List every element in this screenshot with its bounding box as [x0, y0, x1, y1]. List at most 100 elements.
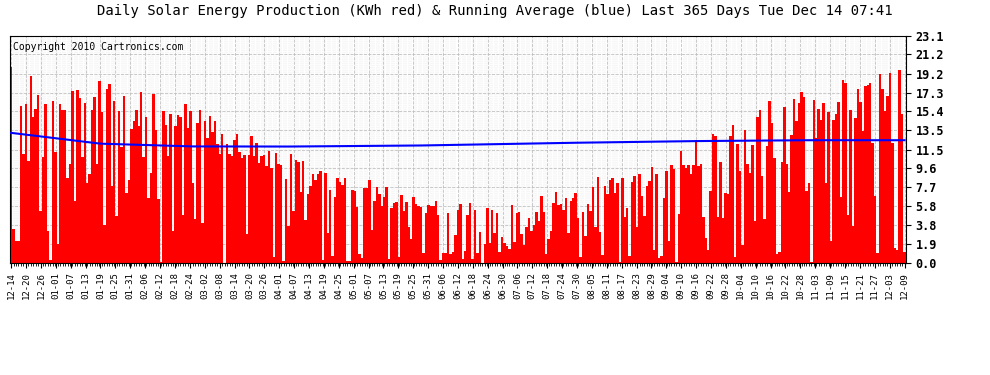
Bar: [562, 210, 564, 262]
Bar: [813, 99, 815, 262]
Bar: [370, 230, 373, 262]
Bar: [889, 73, 891, 262]
Bar: [798, 103, 800, 262]
Bar: [267, 151, 270, 262]
Bar: [66, 178, 69, 262]
Bar: [828, 112, 830, 262]
Bar: [621, 178, 624, 262]
Bar: [64, 110, 66, 262]
Bar: [91, 110, 93, 262]
Bar: [818, 109, 820, 262]
Bar: [356, 207, 358, 262]
Bar: [547, 239, 549, 262]
Bar: [896, 250, 899, 262]
Bar: [334, 197, 337, 262]
Bar: [720, 162, 722, 262]
Bar: [400, 195, 403, 262]
Bar: [106, 88, 108, 262]
Bar: [138, 126, 140, 262]
Bar: [737, 144, 739, 262]
Bar: [592, 188, 594, 262]
Bar: [677, 214, 680, 262]
Bar: [849, 110, 851, 262]
Bar: [634, 176, 636, 262]
Bar: [45, 104, 47, 262]
Bar: [574, 193, 577, 262]
Bar: [589, 211, 592, 262]
Bar: [54, 152, 56, 262]
Bar: [471, 260, 474, 262]
Bar: [901, 114, 904, 262]
Bar: [196, 123, 199, 262]
Bar: [602, 255, 604, 262]
Bar: [793, 99, 795, 262]
Bar: [491, 210, 493, 262]
Bar: [856, 89, 859, 262]
Bar: [221, 134, 224, 262]
Bar: [282, 261, 285, 262]
Bar: [899, 70, 901, 262]
Bar: [246, 234, 248, 262]
Bar: [236, 134, 239, 262]
Bar: [69, 164, 71, 262]
Bar: [398, 256, 400, 262]
Bar: [309, 186, 312, 262]
Bar: [37, 94, 40, 262]
Bar: [71, 91, 73, 262]
Bar: [385, 187, 388, 262]
Bar: [690, 174, 692, 262]
Bar: [83, 103, 86, 262]
Bar: [307, 194, 309, 262]
Bar: [508, 249, 511, 262]
Bar: [790, 135, 793, 262]
Bar: [42, 157, 45, 262]
Bar: [461, 259, 464, 262]
Bar: [123, 96, 126, 262]
Bar: [776, 254, 778, 262]
Bar: [305, 220, 307, 262]
Bar: [145, 117, 148, 262]
Bar: [521, 234, 523, 262]
Text: Daily Solar Energy Production (KWh red) & Running Average (blue) Last 365 Days T: Daily Solar Energy Production (KWh red) …: [97, 4, 893, 18]
Bar: [12, 229, 15, 262]
Bar: [199, 110, 201, 262]
Bar: [10, 67, 12, 262]
Bar: [329, 190, 332, 262]
Bar: [692, 165, 695, 262]
Bar: [456, 210, 459, 262]
Bar: [446, 213, 449, 262]
Bar: [727, 194, 729, 262]
Bar: [636, 227, 639, 262]
Bar: [476, 254, 479, 262]
Bar: [549, 231, 552, 262]
Bar: [518, 211, 521, 262]
Bar: [859, 102, 861, 262]
Bar: [295, 160, 297, 262]
Bar: [545, 254, 547, 262]
Bar: [773, 158, 776, 262]
Bar: [503, 243, 506, 262]
Bar: [800, 93, 803, 262]
Bar: [130, 129, 133, 262]
Bar: [584, 236, 587, 262]
Bar: [149, 173, 152, 262]
Bar: [262, 155, 265, 262]
Bar: [894, 248, 896, 262]
Bar: [30, 76, 32, 262]
Bar: [881, 89, 884, 262]
Bar: [840, 197, 842, 262]
Bar: [257, 164, 260, 262]
Bar: [342, 185, 344, 262]
Bar: [86, 183, 88, 262]
Bar: [904, 252, 906, 262]
Bar: [577, 218, 579, 262]
Bar: [361, 258, 363, 262]
Bar: [795, 122, 798, 262]
Bar: [244, 155, 246, 262]
Bar: [611, 178, 614, 262]
Bar: [680, 152, 682, 262]
Bar: [61, 110, 64, 262]
Bar: [846, 215, 849, 262]
Bar: [351, 190, 353, 262]
Bar: [287, 226, 290, 262]
